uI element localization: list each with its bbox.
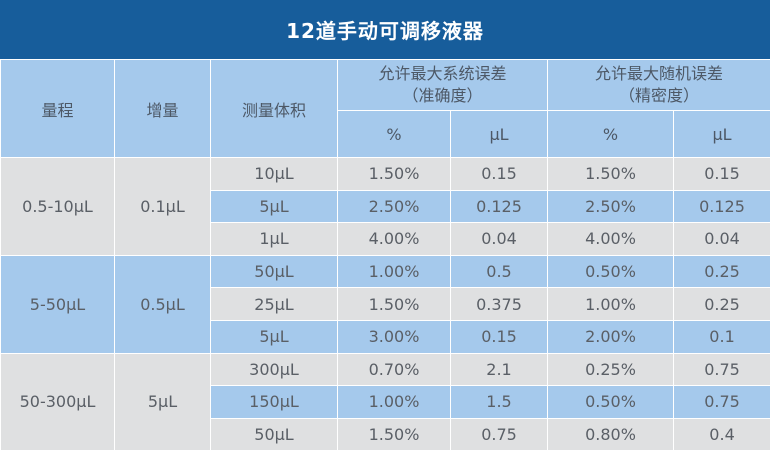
increment-cell: 0.1μL	[114, 157, 211, 256]
rand-ul-cell: 0.4	[673, 417, 770, 451]
header-random-line2: （精密度）	[619, 86, 700, 105]
table-row: 5-50μL 0.5μL 50μL 1.00% 0.5 0.50% 0.25	[0, 254, 770, 354]
range-cell: 50-300μL	[0, 352, 115, 451]
sys-pct-cell: 0.70%	[337, 352, 451, 387]
rand-pct-cell: 0.25%	[547, 352, 675, 387]
header-sys-pct: %	[337, 110, 451, 158]
sys-pct-cell: 1.00%	[337, 385, 451, 419]
rand-ul-cell: 0.75	[673, 352, 770, 387]
header-systematic-line1: 允许最大系统误差	[378, 64, 507, 83]
sys-ul-cell: 1.5	[449, 385, 549, 419]
volume-cell: 1μL	[210, 222, 338, 256]
table-row: 25μL 1.50% 0.375 1.00% 0.25	[1, 287, 770, 321]
volume-cell: 150μL	[210, 385, 338, 419]
range-cell: 5-50μL	[0, 254, 115, 354]
rand-pct-cell: 0.80%	[547, 417, 675, 451]
sys-ul-cell: 0.5	[449, 254, 549, 289]
rand-pct-cell: 1.50%	[547, 157, 675, 191]
rand-ul-cell: 0.04	[673, 222, 770, 256]
rand-ul-cell: 0.75	[673, 385, 770, 419]
rand-pct-cell: 4.00%	[547, 222, 675, 256]
table-row: 0.5-10μL 0.1μL 10μL 1.50% 0.15 1.50% 0.1…	[0, 157, 770, 256]
rand-ul-cell: 0.25	[673, 254, 770, 289]
header-range: 量程	[0, 59, 115, 158]
sys-pct-cell: 3.00%	[337, 319, 451, 354]
increment-cell: 5μL	[114, 352, 211, 451]
header-volume: 测量体积	[210, 59, 338, 158]
table-title: 12道手动可调移液器	[0, 0, 770, 59]
header-systematic-error: 允许最大系统误差 （准确度）	[336, 59, 549, 111]
header-rand-pct: %	[547, 110, 675, 158]
header-random-line1: 允许最大随机误差	[595, 64, 724, 83]
volume-cell: 5μL	[210, 189, 338, 224]
header-row-2: % μL % μL	[1, 110, 770, 158]
header-row-1: 量程 增量 测量体积 允许最大系统误差 （准确度） 允许最大随机误差 （精密度）	[0, 59, 770, 158]
volume-cell: 5μL	[210, 319, 338, 354]
rand-ul-cell: 0.15	[673, 157, 770, 191]
volume-cell: 50μL	[210, 254, 338, 289]
spec-table: 量程 增量 测量体积 允许最大系统误差 （准确度） 允许最大随机误差 （精密度）…	[0, 59, 770, 451]
volume-cell: 10μL	[210, 157, 338, 191]
volume-cell: 25μL	[210, 287, 338, 321]
sys-pct-cell: 1.50%	[337, 417, 451, 451]
rand-ul-cell: 0.25	[673, 287, 770, 321]
table-row: 150μL 1.00% 1.5 0.50% 0.75	[1, 385, 770, 419]
rand-pct-cell: 0.50%	[547, 254, 675, 289]
sys-pct-cell: 1.00%	[337, 254, 451, 289]
sys-pct-cell: 4.00%	[337, 222, 451, 256]
range-cell: 0.5-10μL	[0, 157, 115, 256]
rand-pct-cell: 2.50%	[547, 189, 675, 224]
sys-ul-cell: 0.125	[449, 189, 549, 224]
table-row: 5μL 2.50% 0.125 2.50% 0.125	[1, 189, 770, 224]
volume-cell: 300μL	[210, 352, 338, 387]
sys-ul-cell: 0.75	[449, 417, 549, 451]
table-row: 1μL 4.00% 0.04 4.00% 0.04	[1, 222, 770, 256]
sys-ul-cell: 0.15	[449, 157, 549, 191]
sys-pct-cell: 1.50%	[337, 287, 451, 321]
sys-ul-cell: 0.04	[449, 222, 549, 256]
table-row: 50μL 1.50% 0.75 0.80% 0.4	[1, 417, 770, 451]
rand-ul-cell: 0.1	[673, 319, 770, 354]
table-row: 50-300μL 5μL 300μL 0.70% 2.1 0.25% 0.75	[0, 352, 770, 451]
rand-pct-cell: 0.50%	[547, 385, 675, 419]
header-rand-ul: μL	[673, 110, 770, 158]
table-row: 5μL 3.00% 0.15 2.00% 0.1	[1, 319, 770, 354]
sys-ul-cell: 2.1	[449, 352, 549, 387]
rand-pct-cell: 1.00%	[547, 287, 675, 321]
volume-cell: 50μL	[210, 417, 338, 451]
header-increment: 增量	[114, 59, 211, 158]
header-systematic-line2: （准确度）	[402, 86, 483, 105]
header-sys-ul: μL	[449, 110, 549, 158]
header-random-error: 允许最大随机误差 （精密度）	[547, 59, 770, 111]
rand-ul-cell: 0.125	[673, 189, 770, 224]
increment-cell: 0.5μL	[114, 254, 211, 354]
sys-pct-cell: 1.50%	[337, 157, 451, 191]
sys-ul-cell: 0.15	[449, 319, 549, 354]
rand-pct-cell: 2.00%	[547, 319, 675, 354]
sys-pct-cell: 2.50%	[337, 189, 451, 224]
sys-ul-cell: 0.375	[449, 287, 549, 321]
